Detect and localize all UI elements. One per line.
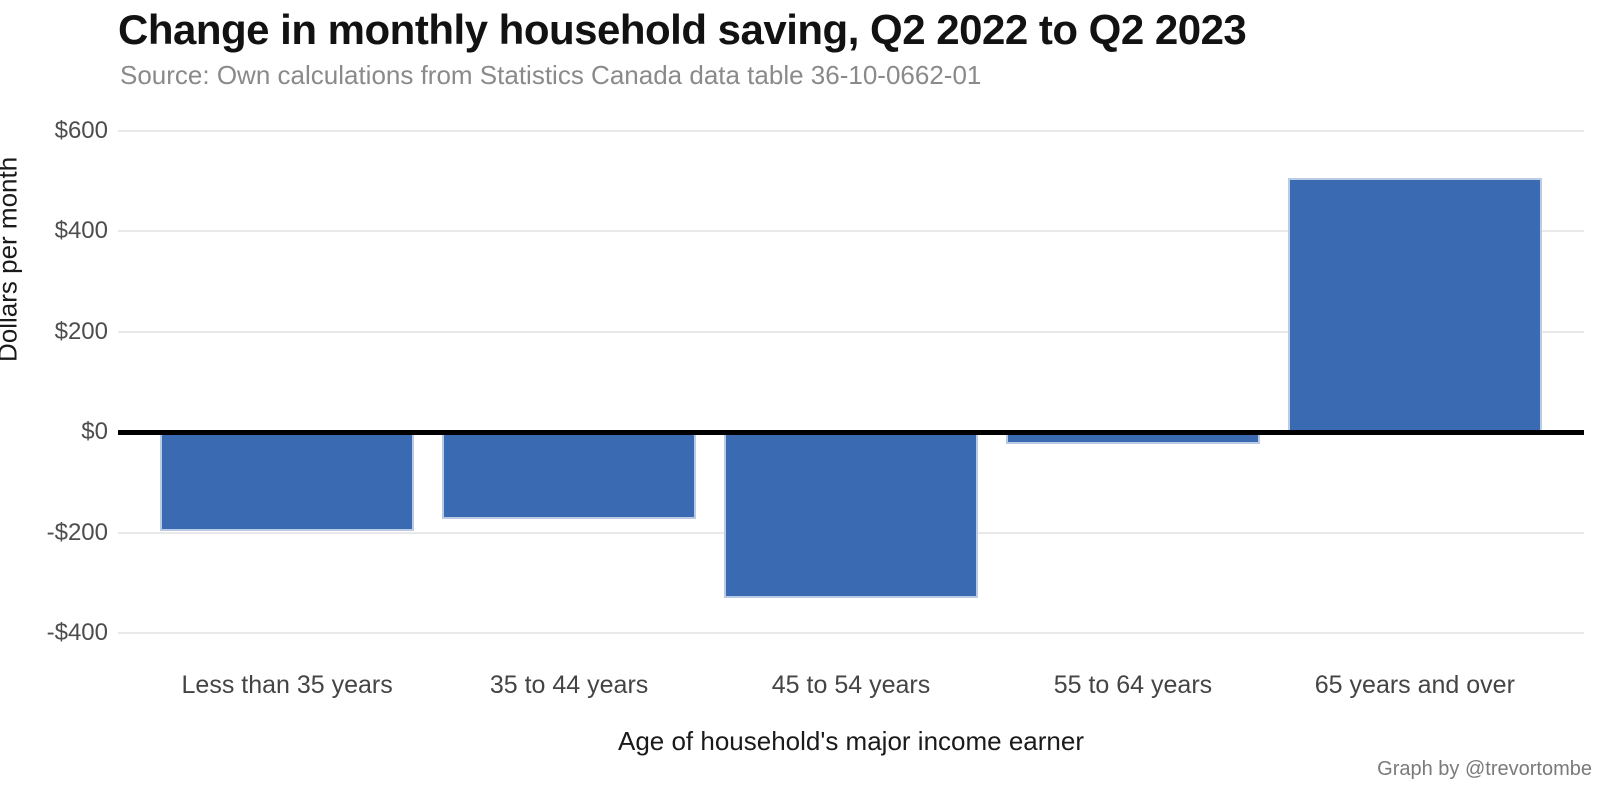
bar (442, 432, 696, 519)
y-tick-label: $400 (54, 217, 108, 245)
y-tick-label: -$200 (46, 518, 108, 546)
page-title: Change in monthly household saving, Q2 2… (118, 6, 1247, 53)
bar (1287, 177, 1542, 433)
x-tick-label: Less than 35 years (181, 671, 393, 699)
gridline (118, 230, 1584, 233)
x-tick-label: 35 to 44 years (489, 671, 649, 699)
bar (724, 432, 978, 598)
y-tick-label: $0 (81, 418, 108, 446)
gridline (118, 130, 1584, 132)
x-tick-label: 55 to 64 years (1053, 671, 1213, 699)
x-axis-title: Age of household's major income earner (617, 726, 1084, 756)
bar (160, 432, 414, 532)
credit-text: Graph by @trevortombe (1377, 758, 1592, 780)
y-tick-label: $200 (54, 317, 108, 345)
page-subtitle: Source: Own calculations from Statistics… (120, 60, 982, 90)
y-tick-label: -$400 (46, 619, 108, 646)
zero-baseline (118, 429, 1584, 435)
y-tick-label: $600 (54, 117, 108, 144)
x-tick-label: 45 to 54 years (771, 671, 931, 699)
x-tick-label: 65 years and over (1314, 671, 1515, 699)
gridline (118, 632, 1584, 634)
gridline (118, 330, 1584, 333)
